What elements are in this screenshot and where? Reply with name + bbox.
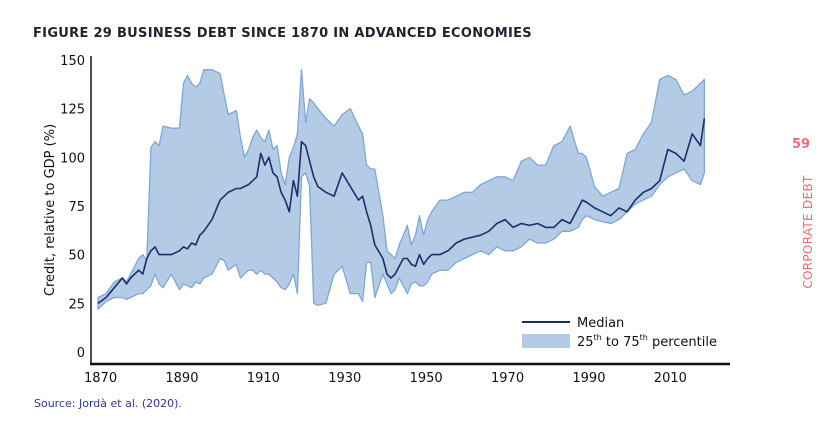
percentile-band-layer xyxy=(97,69,706,310)
y-tick-labels: 0 25 50 75 100 125 150 xyxy=(60,54,85,361)
x-tick-label: 2010 xyxy=(654,371,687,386)
x-tick-label: 1970 xyxy=(491,371,524,386)
y-tick-label: 150 xyxy=(60,54,85,69)
x-tick-label: 1890 xyxy=(165,371,198,386)
x-tick-label: 1990 xyxy=(572,371,605,386)
y-tick-label: 0 xyxy=(77,346,85,361)
x-tick-label: 1930 xyxy=(328,371,361,386)
page-number: 59 xyxy=(792,137,811,152)
source-note: Source: Jordà et al. (2020). xyxy=(34,397,182,410)
legend-band-sup: th xyxy=(594,333,602,342)
legend-band-part: to 75 xyxy=(602,335,640,350)
y-tick-label: 25 xyxy=(68,297,85,312)
legend-band-sup: th xyxy=(640,333,648,342)
legend-band-swatch xyxy=(522,334,570,348)
percentile-band-area xyxy=(97,69,706,310)
x-tick-label: 1950 xyxy=(410,371,443,386)
median-line-layer xyxy=(97,118,706,304)
figure-title: FIGURE 29 BUSINESS DEBT SINCE 1870 IN AD… xyxy=(33,26,532,41)
legend-median-label: Median xyxy=(577,316,624,331)
axes xyxy=(90,56,730,366)
y-tick-label: 125 xyxy=(60,103,85,118)
x-tick-labels: 1870 1890 1910 1930 1950 1970 1990 2010 xyxy=(84,371,687,386)
legend-band-part: percentile xyxy=(648,335,717,350)
y-axis-label: Credit, relative to GDP (%) xyxy=(43,124,58,296)
x-tick-label: 1910 xyxy=(247,371,280,386)
legend-band-label: 25th to 75th percentile xyxy=(577,333,717,350)
y-tick-label: 75 xyxy=(68,200,85,215)
x-tick-label: 1870 xyxy=(84,371,117,386)
median-line xyxy=(97,118,706,304)
section-label: CORPORATE DEBT xyxy=(801,175,815,289)
y-tick-label: 50 xyxy=(68,249,85,264)
legend: Median 25th to 75th percentile xyxy=(522,316,717,350)
legend-band-part: 25 xyxy=(577,335,594,350)
y-tick-label: 100 xyxy=(60,151,85,166)
